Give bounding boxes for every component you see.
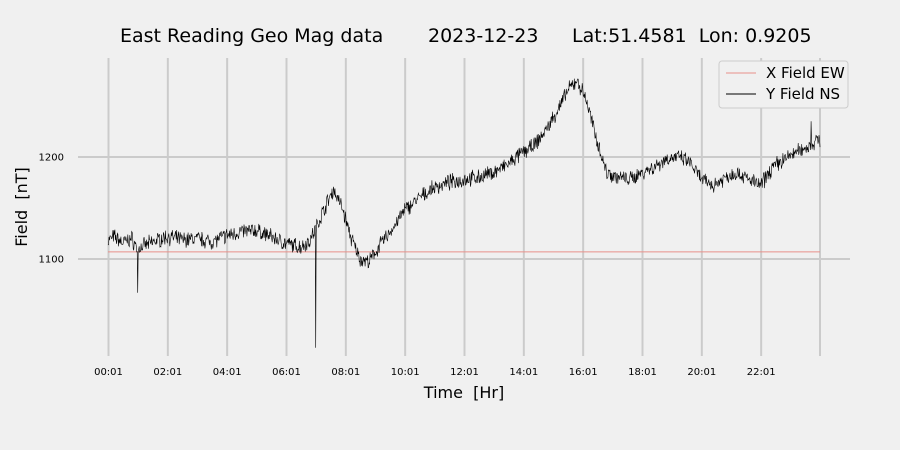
x-tick-label: 20:01: [687, 367, 716, 378]
legend-label-y-field: Y Field NS: [765, 85, 840, 103]
x-tick-label: 00:01: [94, 367, 123, 378]
x-tick-label: 08:01: [331, 367, 360, 378]
legend: X Field EW Y Field NS: [718, 60, 849, 109]
x-tick-label: 18:01: [628, 367, 657, 378]
x-tick-label: 16:01: [569, 367, 598, 378]
legend-label-x-field: X Field EW: [766, 64, 845, 82]
x-tick-label: 22:01: [747, 367, 776, 378]
x-tick-labels: 00:01 02:01 04:01 06:01 08:01 10:01 12:01 14:01…: [94, 367, 775, 378]
x-tick-label: 12:01: [450, 367, 479, 378]
y-tick-label: 1200: [39, 152, 64, 163]
x-tick-label: 02:01: [153, 367, 182, 378]
y-tick-label: 1100: [39, 255, 64, 266]
series-lines: [107, 78, 821, 348]
x-tick-label: 04:01: [213, 367, 242, 378]
chart-title: East Reading Geo Mag data 2023-12-23 Lat…: [120, 25, 812, 47]
y-tick-labels: 1100 1200: [39, 152, 64, 265]
series-line-y-field: [107, 78, 821, 348]
y-axis-label: Field [nT]: [12, 167, 31, 247]
title-date: 2023-12-23: [428, 25, 538, 47]
x-tick-label: 06:01: [272, 367, 301, 378]
x-axis-label: Time [Hr]: [423, 383, 504, 402]
x-tick-label: 10:01: [391, 367, 420, 378]
title-location: Lat:51.4581 Lon: 0.9205: [572, 25, 812, 47]
x-tick-label: 14:01: [509, 367, 538, 378]
title-station: East Reading Geo Mag data: [120, 25, 383, 47]
